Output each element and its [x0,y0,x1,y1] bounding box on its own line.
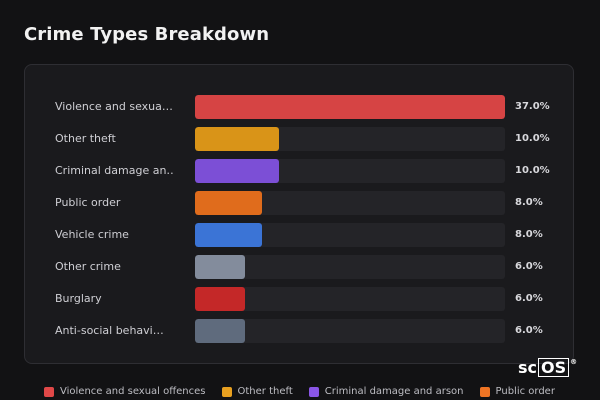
brand-logo-boxed: OS [538,358,570,377]
brand-logo-prefix: sc [518,358,538,377]
legend-item: Violence and sexual offences [44,386,206,397]
bar-row: Criminal damage an… 10.0% [25,159,575,183]
bar [195,223,262,247]
bar-category-label: Vehicle crime [55,228,129,241]
bar-track [195,191,505,215]
page-title: Crime Types Breakdown [24,24,270,45]
bar-value-label: 8.0% [515,229,543,240]
bar-value-label: 10.0% [515,165,550,176]
bar-track [195,223,505,247]
bar-category-label: Violence and sexua… [55,100,173,113]
legend-label: Public order [495,386,555,397]
bar-track [195,127,505,151]
bar-value-label: 10.0% [515,133,550,144]
bar-row: Public order 8.0% [25,191,575,215]
brand-logo-mark: ® [570,358,578,366]
bar-category-label: Anti-social behavi… [55,324,164,337]
bar-row: Other theft 10.0% [25,127,575,151]
bar-value-label: 6.0% [515,325,543,336]
bar-category-label: Public order [55,196,121,209]
bar [195,319,245,343]
legend-label: Criminal damage and arson [324,386,464,397]
legend-swatch [308,386,319,397]
legend-item: Other theft [221,386,293,397]
bar [195,191,262,215]
bar [195,127,279,151]
bar-row: Vehicle crime 8.0% [25,223,575,247]
bar-value-label: 6.0% [515,293,543,304]
bar [195,287,245,311]
bar-category-label: Criminal damage an… [55,164,173,177]
bar-track [195,319,505,343]
bar-category-label: Other crime [55,260,121,273]
brand-logo: sc OS ® [518,358,577,377]
legend-swatch [479,386,490,397]
bar-track [195,255,505,279]
legend-swatch [44,386,54,397]
bar-track [195,287,505,311]
bar [195,95,505,119]
bar-row: Burglary 6.0% [25,287,575,311]
legend-item: Criminal damage and arson [308,386,464,397]
bar-category-label: Other theft [55,132,116,145]
legend-swatch [221,386,232,397]
bar-track [195,159,505,183]
bar [195,255,245,279]
bar-track [195,95,505,119]
legend-label: Violence and sexual offences [60,386,206,397]
chart-legend: Violence and sexual offences Other theft C… [44,386,555,397]
bar-value-label: 6.0% [515,261,543,272]
legend-label: Other theft [237,386,293,397]
bar-category-label: Burglary [55,292,102,305]
bar-row: Violence and sexua… 37.0% [25,95,575,119]
bar-value-label: 37.0% [515,101,550,112]
bar [195,159,279,183]
bar-row: Anti-social behavi… 6.0% [25,319,575,343]
bar-row: Other crime 6.0% [25,255,575,279]
bar-value-label: 8.0% [515,197,543,208]
chart-panel: Violence and sexua… 37.0% Other theft 10.0%… [24,64,574,364]
legend-item: Public order [479,386,555,397]
